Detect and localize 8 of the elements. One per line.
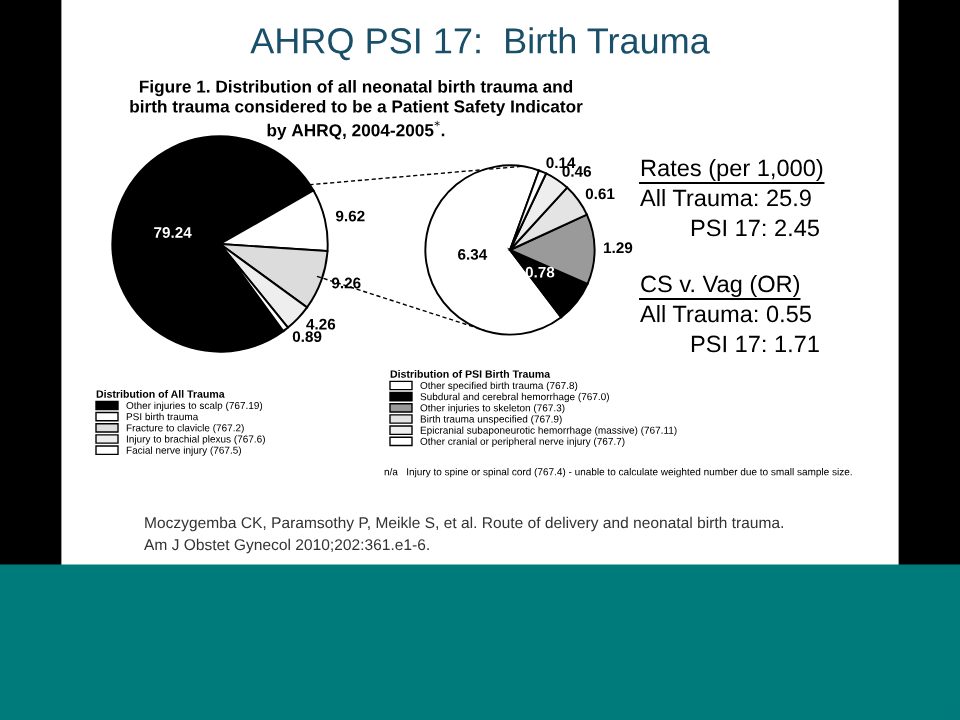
text: PSI 17: 1.71 — [691, 335, 819, 353]
text: Rates (per 1,000) — [641, 159, 823, 181]
text: All Trauma: 25.9 — [640, 188, 811, 207]
text: All Trauma: 0.55 — [640, 304, 811, 323]
text: CS v. Vag (OR) — [641, 274, 800, 297]
text: AHRQ PSI 17: Birth Trauma — [250, 27, 710, 61]
text: PSI 17: 2.45 — [691, 219, 819, 237]
chart-title: Figure 1. Distribution of all neonatal birth trauma and birth trauma considered to be a Patient Safety Indicator by AHRQ, 2004-2005$^{*}$. — [130, 80, 583, 140]
